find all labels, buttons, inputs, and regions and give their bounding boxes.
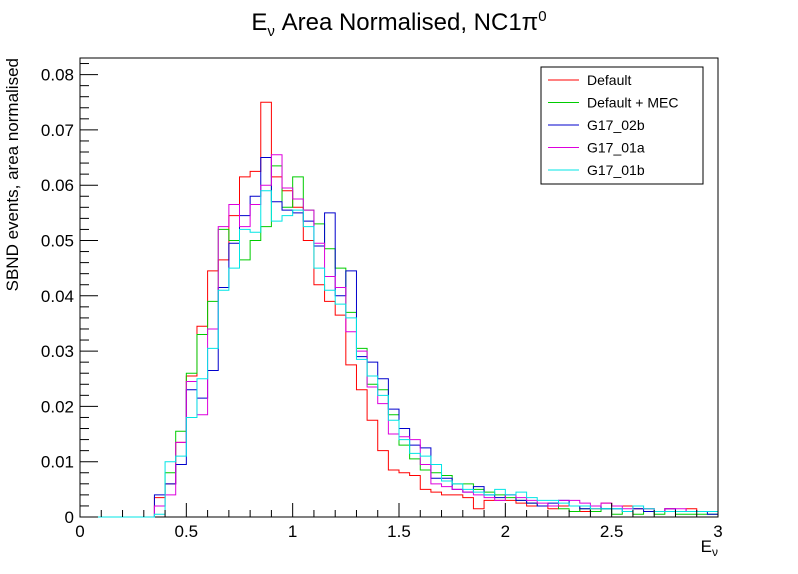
- x-tick-label: 3: [713, 522, 722, 541]
- chart-title: Eν Area Normalised, NC1π0: [251, 8, 546, 40]
- title-sub: ν: [267, 23, 275, 40]
- x-axis-label-sub: ν: [712, 545, 718, 559]
- title-main: E: [251, 9, 267, 36]
- legend-label: G17_02b: [587, 117, 645, 133]
- x-tick-label: 2.5: [600, 522, 624, 541]
- legend-label: G17_01b: [587, 162, 645, 178]
- x-tick-label: 1: [288, 522, 297, 541]
- x-axis: 0 0.5 1 1.5 2 2.5 3: [75, 503, 723, 541]
- y-tick-label: 0.03: [41, 342, 74, 361]
- series-line-3: [80, 154, 718, 518]
- legend: Default Default + MEC G17_02b G17_01a G17_01…: [540, 66, 704, 185]
- title-rest: Area Normalised, NC1π: [275, 9, 538, 36]
- legend-label: Default: [587, 72, 631, 88]
- y-tick-label: 0: [65, 508, 74, 527]
- y-tick-label: 0.04: [41, 287, 74, 306]
- legend-label: G17_01a: [587, 140, 645, 156]
- y-tick-label: 0.05: [41, 231, 74, 250]
- x-tick-label: 2: [501, 522, 510, 541]
- y-axis-label: SBND events, area normalised: [3, 58, 22, 291]
- x-tick-label: 0.5: [175, 522, 199, 541]
- y-tick-label: 0.02: [41, 397, 74, 416]
- x-tick-label: 1.5: [387, 522, 411, 541]
- y-tick-label: 0.07: [41, 121, 74, 140]
- title-sup: 0: [538, 8, 546, 25]
- y-tick-label: 0.08: [41, 66, 74, 85]
- x-axis-label-main: E: [701, 537, 712, 556]
- y-tick-label: 0.01: [41, 453, 74, 472]
- y-axis: 0 0.01 0.02 0.03 0.04 0.05 0.06 0.07 0.08: [41, 63, 98, 527]
- y-tick-label: 0.06: [41, 176, 74, 195]
- x-tick-label: 0: [75, 522, 84, 541]
- series-line-4: [80, 190, 718, 518]
- legend-label: Default + MEC: [587, 95, 678, 111]
- x-axis-label: Eν: [701, 537, 718, 559]
- series-layer: [80, 101, 718, 518]
